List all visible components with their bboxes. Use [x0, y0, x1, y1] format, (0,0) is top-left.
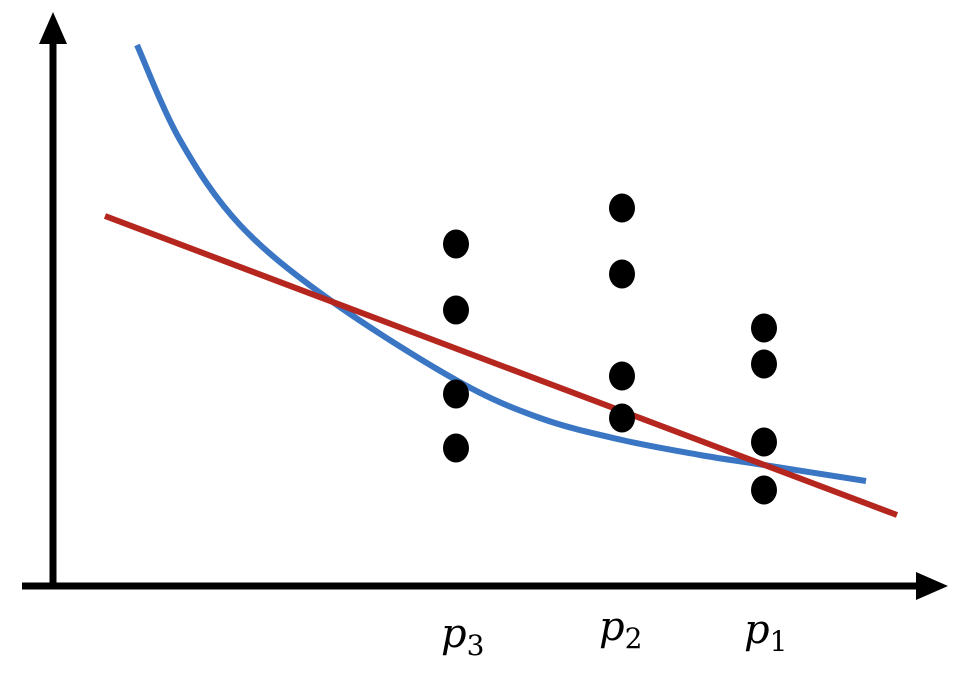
data-point — [609, 361, 635, 391]
data-point — [751, 475, 777, 505]
x-tick-label-p2: p2 — [599, 604, 642, 655]
data-point — [609, 259, 635, 289]
x-tick-label-p1-sub: 1 — [770, 625, 788, 658]
x-tick-labels: p3 p2 p1 — [441, 604, 787, 662]
x-tick-label-p2-base: p — [599, 604, 625, 650]
x-tick-label-p3-base: p — [441, 611, 467, 657]
data-point — [443, 433, 469, 463]
data-points — [443, 193, 777, 505]
linear-fit-line — [103, 213, 899, 518]
data-point — [609, 403, 635, 433]
x-tick-label-p1-base: p — [744, 607, 770, 653]
x-tick-label-p1: p1 — [744, 607, 787, 658]
data-point — [609, 193, 635, 223]
data-point — [443, 229, 469, 259]
x-tick-label-p2-sub: 2 — [625, 622, 643, 655]
x-tick-label-p3-sub: 3 — [467, 629, 485, 662]
data-point — [751, 313, 777, 343]
data-point — [443, 379, 469, 409]
x-tick-label-p3: p3 — [441, 611, 484, 662]
data-point — [443, 295, 469, 325]
y-axis-arrowhead — [39, 12, 67, 44]
data-point — [751, 349, 777, 379]
decaying-fit-curve — [134, 43, 867, 484]
data-point — [751, 427, 777, 457]
x-axis-arrowhead — [916, 572, 948, 600]
